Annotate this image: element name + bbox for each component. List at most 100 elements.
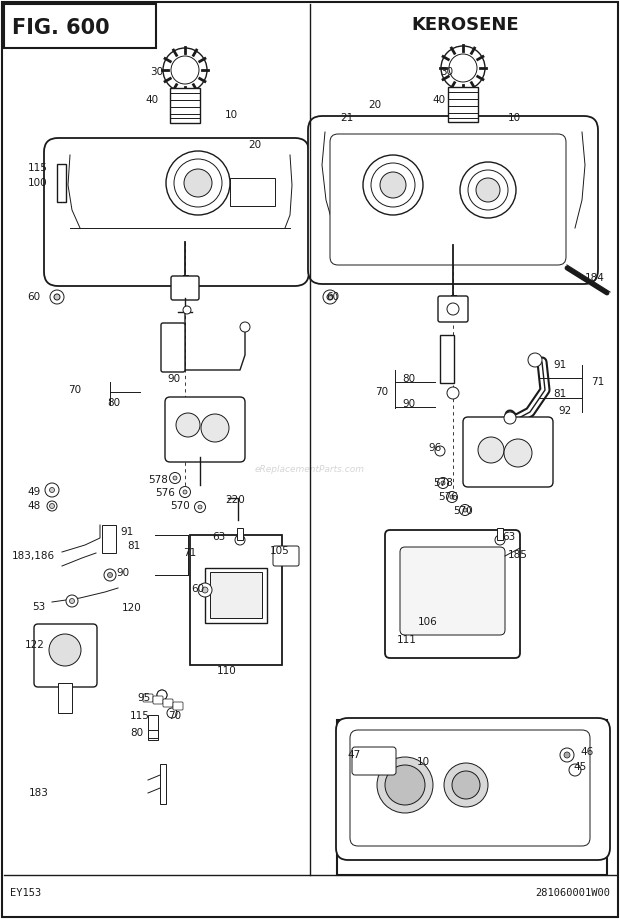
- Circle shape: [69, 598, 74, 604]
- Text: 60: 60: [191, 584, 204, 594]
- Circle shape: [476, 178, 500, 202]
- Text: 570: 570: [453, 506, 472, 516]
- Text: 105: 105: [270, 546, 290, 556]
- Text: 40: 40: [145, 95, 158, 105]
- Bar: [58, 683, 72, 713]
- FancyBboxPatch shape: [273, 546, 299, 566]
- Bar: [170, 88, 200, 123]
- Text: 10: 10: [508, 113, 521, 123]
- Text: 578: 578: [148, 475, 168, 485]
- Text: 90: 90: [402, 399, 415, 409]
- Circle shape: [157, 690, 167, 700]
- FancyBboxPatch shape: [308, 116, 598, 284]
- Circle shape: [50, 504, 55, 508]
- Bar: [448, 87, 478, 122]
- Circle shape: [495, 535, 505, 545]
- Text: 90: 90: [116, 568, 129, 578]
- Text: 45: 45: [573, 762, 587, 772]
- Text: 120: 120: [122, 603, 142, 613]
- Circle shape: [560, 748, 574, 762]
- Circle shape: [240, 322, 250, 332]
- Text: 122: 122: [25, 640, 45, 650]
- Text: 96: 96: [428, 443, 441, 453]
- Circle shape: [504, 439, 532, 467]
- Circle shape: [363, 155, 423, 215]
- Text: 20: 20: [368, 100, 381, 110]
- Text: 49: 49: [27, 487, 40, 497]
- Circle shape: [447, 387, 459, 399]
- Circle shape: [478, 437, 504, 463]
- Text: 21: 21: [340, 113, 353, 123]
- Text: 95: 95: [137, 693, 150, 703]
- Circle shape: [371, 163, 415, 207]
- Circle shape: [180, 486, 190, 497]
- Text: 71: 71: [591, 377, 604, 387]
- Text: eReplacementParts.com: eReplacementParts.com: [255, 466, 365, 474]
- Circle shape: [107, 573, 112, 577]
- Circle shape: [323, 290, 337, 304]
- Bar: [337, 720, 607, 875]
- Circle shape: [468, 170, 508, 210]
- Circle shape: [385, 765, 425, 805]
- Text: 40: 40: [432, 95, 445, 105]
- Text: 63: 63: [212, 532, 225, 542]
- Circle shape: [50, 487, 55, 493]
- Circle shape: [463, 508, 467, 512]
- Bar: [440, 335, 454, 383]
- Circle shape: [45, 483, 59, 497]
- Circle shape: [327, 294, 333, 300]
- FancyBboxPatch shape: [153, 696, 163, 704]
- Text: KEROSENE: KEROSENE: [411, 16, 519, 34]
- Text: 92: 92: [558, 406, 571, 416]
- Text: 80: 80: [107, 398, 120, 408]
- Text: 576: 576: [438, 492, 458, 502]
- FancyBboxPatch shape: [336, 718, 610, 860]
- Circle shape: [195, 502, 205, 513]
- Bar: [190, 535, 282, 665]
- Bar: [148, 730, 158, 738]
- Circle shape: [171, 56, 199, 84]
- Text: 60: 60: [27, 292, 40, 302]
- Circle shape: [446, 492, 458, 503]
- Circle shape: [198, 505, 202, 509]
- Circle shape: [449, 54, 477, 82]
- Circle shape: [504, 412, 516, 424]
- Circle shape: [450, 495, 454, 499]
- Bar: [237, 528, 243, 540]
- FancyBboxPatch shape: [463, 417, 553, 487]
- Text: 100: 100: [28, 178, 48, 188]
- FancyBboxPatch shape: [385, 530, 520, 658]
- Circle shape: [173, 476, 177, 480]
- Circle shape: [528, 353, 542, 367]
- FancyBboxPatch shape: [171, 276, 199, 300]
- Circle shape: [166, 151, 230, 215]
- Text: 90: 90: [167, 374, 180, 384]
- Bar: [160, 764, 166, 804]
- FancyBboxPatch shape: [165, 397, 245, 462]
- Text: 60: 60: [326, 292, 339, 302]
- Text: EY153: EY153: [10, 888, 42, 898]
- Circle shape: [202, 587, 208, 593]
- Bar: [148, 715, 158, 740]
- Circle shape: [447, 303, 459, 315]
- Text: 30: 30: [150, 67, 163, 77]
- Text: 183: 183: [29, 788, 49, 798]
- Text: 53: 53: [32, 602, 45, 612]
- Bar: [497, 528, 503, 540]
- FancyBboxPatch shape: [400, 547, 505, 635]
- Circle shape: [459, 505, 471, 516]
- Text: 10: 10: [417, 757, 430, 767]
- Circle shape: [452, 771, 480, 799]
- Circle shape: [569, 764, 581, 776]
- Bar: [4, 4, 156, 48]
- Text: FIG. 600: FIG. 600: [12, 18, 110, 38]
- Text: 184: 184: [585, 273, 605, 283]
- Circle shape: [235, 535, 245, 545]
- Bar: [57, 164, 66, 202]
- Text: 106: 106: [418, 617, 438, 627]
- Text: 91: 91: [120, 527, 133, 537]
- FancyBboxPatch shape: [143, 694, 153, 702]
- FancyBboxPatch shape: [163, 699, 173, 707]
- FancyBboxPatch shape: [173, 702, 183, 710]
- Circle shape: [198, 583, 212, 597]
